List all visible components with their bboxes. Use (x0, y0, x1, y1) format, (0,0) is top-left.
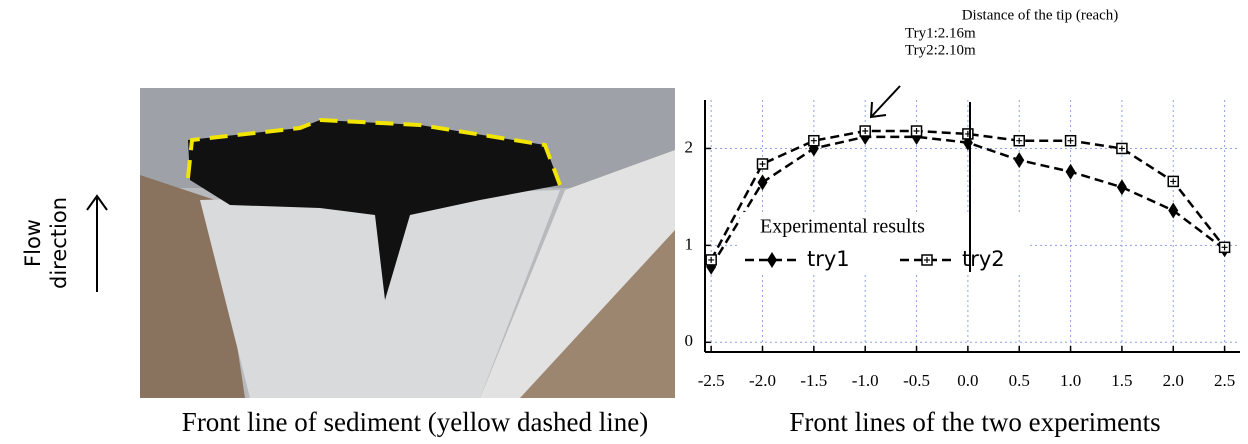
x-tick-label: 0.5 (1009, 371, 1030, 390)
legend-title: Experimental results (760, 216, 925, 238)
annotation: Distance of the tip (reach) (962, 7, 1119, 23)
marker (1066, 136, 1076, 146)
photo-caption: Front line of sediment (yellow dashed li… (182, 407, 648, 437)
marker (1014, 136, 1024, 146)
y-tick-label: 0 (685, 331, 694, 350)
plot: 0 1 2 -2.5 -2.0 -1.5 -1.0 -0.5 0.0 0.5 1.0 1.5 2.0 2.… (685, 100, 1241, 390)
annotation: Try2:2.10m (905, 42, 976, 58)
y-tick-label: 2 (685, 137, 694, 156)
flow-label: direction (47, 197, 71, 289)
marker (912, 126, 922, 136)
legend-label: try2 (962, 247, 1005, 271)
x-tick-label: 2.5 (1214, 371, 1235, 390)
x-tick-label: -2.5 (698, 371, 725, 390)
marker (922, 255, 932, 265)
x-tick-label: -2.0 (749, 371, 776, 390)
marker (1168, 202, 1178, 218)
marker (1066, 164, 1076, 180)
marker (809, 136, 819, 146)
marker (1220, 242, 1230, 252)
figure: Flow direction Front line of sediment (y… (0, 0, 1248, 444)
x-tick-label: 0.0 (957, 371, 978, 390)
flow-label: Flow (21, 219, 45, 267)
x-tick-label: -1.0 (852, 371, 879, 390)
x-tick-label: -1.5 (800, 371, 827, 390)
marker (1168, 176, 1178, 186)
marker (860, 126, 870, 136)
marker (1117, 179, 1127, 195)
flow-arrow (87, 196, 107, 292)
marker (963, 129, 973, 139)
x-tick-label: -0.5 (903, 371, 930, 390)
photo (140, 88, 675, 398)
marker (706, 255, 716, 265)
x-tick-label: 2.0 (1163, 371, 1184, 390)
annotation: Try1:2.16m (905, 25, 976, 41)
x-tick-label: 1.5 (1111, 371, 1132, 390)
marker (1014, 152, 1024, 168)
y-tick-label: 1 (685, 234, 694, 253)
x-tick-label: 1.0 (1060, 371, 1081, 390)
marker (1117, 143, 1127, 153)
chart-caption: Front lines of the two experiments (789, 407, 1160, 437)
annotation-arrow (871, 86, 900, 117)
legend-label: try1 (807, 247, 850, 271)
marker (758, 159, 768, 169)
